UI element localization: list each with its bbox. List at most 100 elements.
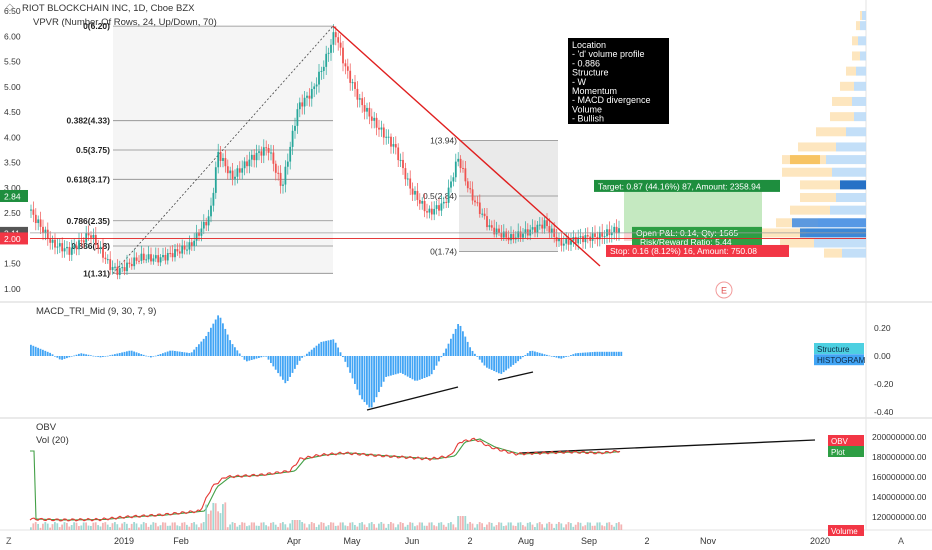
macd-bar	[200, 341, 203, 356]
vol-title[interactable]: Vol (20)	[36, 435, 69, 446]
candle-body	[135, 257, 138, 261]
volume-bar	[474, 527, 476, 530]
macd-bar	[553, 356, 555, 357]
macd-bar	[332, 339, 335, 356]
candle-body	[488, 225, 491, 228]
volume-bar	[116, 524, 119, 530]
volume-bar	[133, 522, 135, 530]
price-tick-label: 4.50	[4, 107, 21, 117]
volume-bar	[188, 526, 191, 530]
chart-title[interactable]: RIOT BLOCKCHAIN INC, 1D, Cboe BZX	[22, 3, 195, 14]
macd-title[interactable]: MACD_TRI_Mid (9, 30, 7, 9)	[36, 306, 156, 317]
macd-bar	[457, 324, 459, 356]
macd-bar	[426, 356, 428, 378]
candle-body	[229, 170, 232, 174]
macd-bar	[308, 351, 311, 356]
macd-bar	[380, 356, 383, 387]
macd-bar	[471, 350, 474, 356]
volume-bar	[378, 523, 380, 530]
volume-bar	[198, 527, 200, 530]
candle-body	[255, 152, 258, 161]
macd-divergence-line[interactable]	[497, 371, 534, 381]
macd-bar	[536, 352, 539, 356]
volume-bar	[306, 527, 308, 530]
candle-body	[282, 184, 284, 186]
macd-bar	[442, 352, 445, 356]
volume-bar	[442, 524, 445, 530]
candle-body	[438, 205, 440, 211]
macd-bar	[130, 350, 133, 356]
macd-bar	[594, 351, 596, 356]
time-axis-label: Aug	[518, 536, 534, 546]
candle-body	[193, 240, 196, 246]
time-axis-label: May	[343, 536, 361, 546]
volume-bars	[30, 502, 623, 530]
candle-body	[512, 234, 515, 240]
candle-body	[116, 266, 119, 275]
volume-bar	[589, 522, 591, 530]
price-badge	[0, 189, 28, 202]
volume-bar	[291, 520, 294, 530]
earnings-marker[interactable]	[715, 281, 733, 299]
volume-bar	[34, 522, 37, 530]
obv-title[interactable]: OBV	[36, 422, 57, 433]
candle-body	[90, 235, 92, 238]
volume-bar	[538, 522, 541, 530]
macd-bar	[198, 344, 200, 356]
candle-body	[615, 226, 618, 234]
macd-bar	[188, 352, 191, 356]
macd-bar	[481, 356, 483, 363]
symbol-search-icon[interactable]: ◇	[6, 2, 14, 13]
candle-body	[212, 192, 215, 206]
obv-trendline[interactable]	[519, 439, 816, 454]
auto-scale-button[interactable]: A	[898, 536, 904, 546]
volume-bar	[526, 522, 529, 530]
macd-bar	[171, 350, 174, 356]
trend-lines[interactable]	[332, 25, 816, 454]
timezone-button[interactable]: Z	[6, 536, 12, 546]
vpvr-row-down	[852, 51, 860, 61]
candle-body	[354, 82, 356, 89]
volume-bar	[310, 522, 313, 530]
volume-bar	[318, 524, 320, 530]
vpvr-indicator-label[interactable]: VPVR (Number Of Rows, 24, Up/Down, 70)	[33, 17, 217, 28]
note-line: Momentum	[572, 86, 617, 96]
macd-bar	[450, 338, 452, 356]
descending-trendline[interactable]	[332, 25, 601, 267]
candle-body	[226, 166, 229, 174]
macd-bar	[493, 356, 495, 372]
macd-bar	[246, 356, 248, 362]
macd-bar	[406, 356, 409, 377]
vpvr-row-up	[852, 96, 866, 106]
macd-bar	[543, 354, 546, 356]
candle-body	[258, 151, 260, 153]
candle-body	[462, 168, 464, 170]
macd-bar	[169, 350, 171, 356]
macd-bar	[610, 351, 613, 356]
volume-bar	[303, 523, 306, 530]
macd-bar	[265, 356, 267, 357]
candle-body	[178, 251, 181, 254]
volume-bar	[135, 523, 138, 530]
volume-bar	[613, 526, 615, 530]
long-position-tool[interactable]: Target: 0.87 (44.16%) 87, Amount: 2358.9…	[594, 179, 789, 257]
obv-tick-label: 160000000.00	[872, 472, 927, 482]
candle-body	[306, 95, 308, 98]
volume-bar	[255, 525, 258, 530]
price-candles	[30, 24, 620, 280]
macd-bar	[94, 356, 97, 357]
macd-bar	[258, 356, 260, 358]
candle-body	[531, 227, 534, 230]
volume-bar	[505, 525, 507, 530]
macd-bar	[226, 334, 229, 356]
macd-divergence-line[interactable]	[366, 386, 459, 411]
target-zone[interactable]	[624, 188, 762, 233]
macd-bar	[447, 343, 450, 356]
macd-bar	[277, 356, 279, 374]
note-box[interactable]	[568, 38, 669, 124]
candle-body	[363, 105, 366, 112]
fib-retracement-left[interactable]: 0(6.20) 0.382(4.33) 0.5(3.75) 0.618(3.17) 0.…	[67, 21, 334, 278]
candle-body	[279, 172, 282, 186]
macd-bar	[32, 345, 35, 356]
